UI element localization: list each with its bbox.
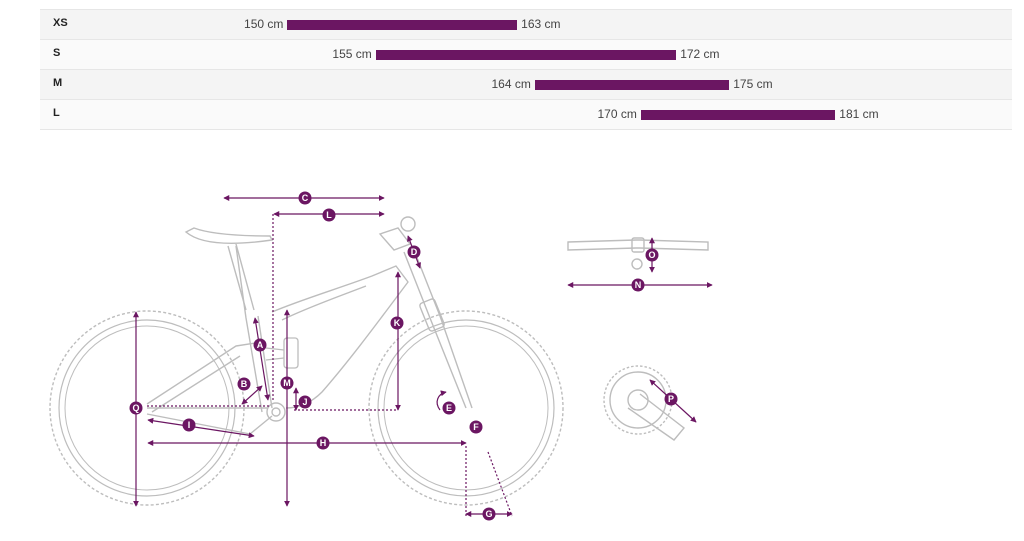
svg-text:A: A <box>257 340 264 350</box>
svg-text:M: M <box>283 378 291 388</box>
marker-O: O <box>645 248 659 262</box>
size-row-s: S 155 cm 172 cm <box>40 39 1012 69</box>
range-min-label: 164 cm <box>491 77 531 91</box>
rear-shock <box>265 337 299 369</box>
svg-text:H: H <box>320 438 327 448</box>
marker-I: I <box>182 418 196 432</box>
marker-N: N <box>631 278 645 292</box>
size-label: L <box>53 107 60 119</box>
size-chart: XS 150 cm 163 cm S 155 cm 172 cm M 164 c… <box>40 9 1012 130</box>
range-max-label: 175 cm <box>733 77 773 91</box>
marker-B: B <box>237 377 251 391</box>
marker-M: M <box>280 376 294 390</box>
size-row-xs: XS 150 cm 163 cm <box>40 9 1012 39</box>
svg-text:B: B <box>241 379 248 389</box>
marker-L: L <box>322 208 336 222</box>
range-bar <box>287 20 518 30</box>
marker-D: D <box>407 245 421 259</box>
size-label: M <box>53 77 63 89</box>
marker-C: C <box>298 191 312 205</box>
fork <box>403 249 473 409</box>
range-bar <box>640 110 836 120</box>
handlebar <box>567 237 709 270</box>
range-min-label: 155 cm <box>332 47 372 61</box>
stem <box>378 216 416 251</box>
svg-text:N: N <box>635 280 642 290</box>
svg-text:I: I <box>188 420 191 430</box>
marker-P: P <box>664 392 678 406</box>
marker-F: F <box>469 420 483 434</box>
range-bar <box>534 80 730 90</box>
marker-J: J <box>298 395 312 409</box>
svg-text:J: J <box>302 397 307 407</box>
marker-K: K <box>390 316 404 330</box>
svg-text:D: D <box>411 247 418 257</box>
range-max-label: 181 cm <box>839 107 879 121</box>
range-min-label: 170 cm <box>597 107 637 121</box>
range-bar <box>375 50 677 60</box>
svg-text:C: C <box>302 193 309 203</box>
range-min-label: 150 cm <box>244 17 284 31</box>
svg-text:O: O <box>648 250 655 260</box>
svg-text:E: E <box>446 403 452 413</box>
measurement-lines <box>133 195 713 518</box>
svg-text:G: G <box>485 509 492 519</box>
marker-Q: Q <box>129 401 143 415</box>
marker-E: E <box>442 401 456 415</box>
range-max-label: 163 cm <box>521 17 561 31</box>
size-row-l: L 170 cm 181 cm <box>40 99 1012 130</box>
size-row-m: M 164 cm 175 cm <box>40 69 1012 99</box>
marker-G: G <box>482 507 496 521</box>
range-max-label: 172 cm <box>680 47 720 61</box>
marker-A: A <box>253 338 267 352</box>
svg-text:F: F <box>473 422 479 432</box>
svg-text:Q: Q <box>132 403 139 413</box>
bike-geometry-diagram: C L D K A M B J Q I E F H G O N P <box>49 191 713 521</box>
seatpost <box>227 243 255 311</box>
size-label: XS <box>53 17 68 29</box>
svg-text:K: K <box>394 318 401 328</box>
frame <box>146 245 409 435</box>
svg-text:P: P <box>668 394 674 404</box>
saddle <box>184 227 274 244</box>
marker-H: H <box>316 436 330 450</box>
svg-text:L: L <box>326 210 332 220</box>
size-label: S <box>53 47 61 59</box>
